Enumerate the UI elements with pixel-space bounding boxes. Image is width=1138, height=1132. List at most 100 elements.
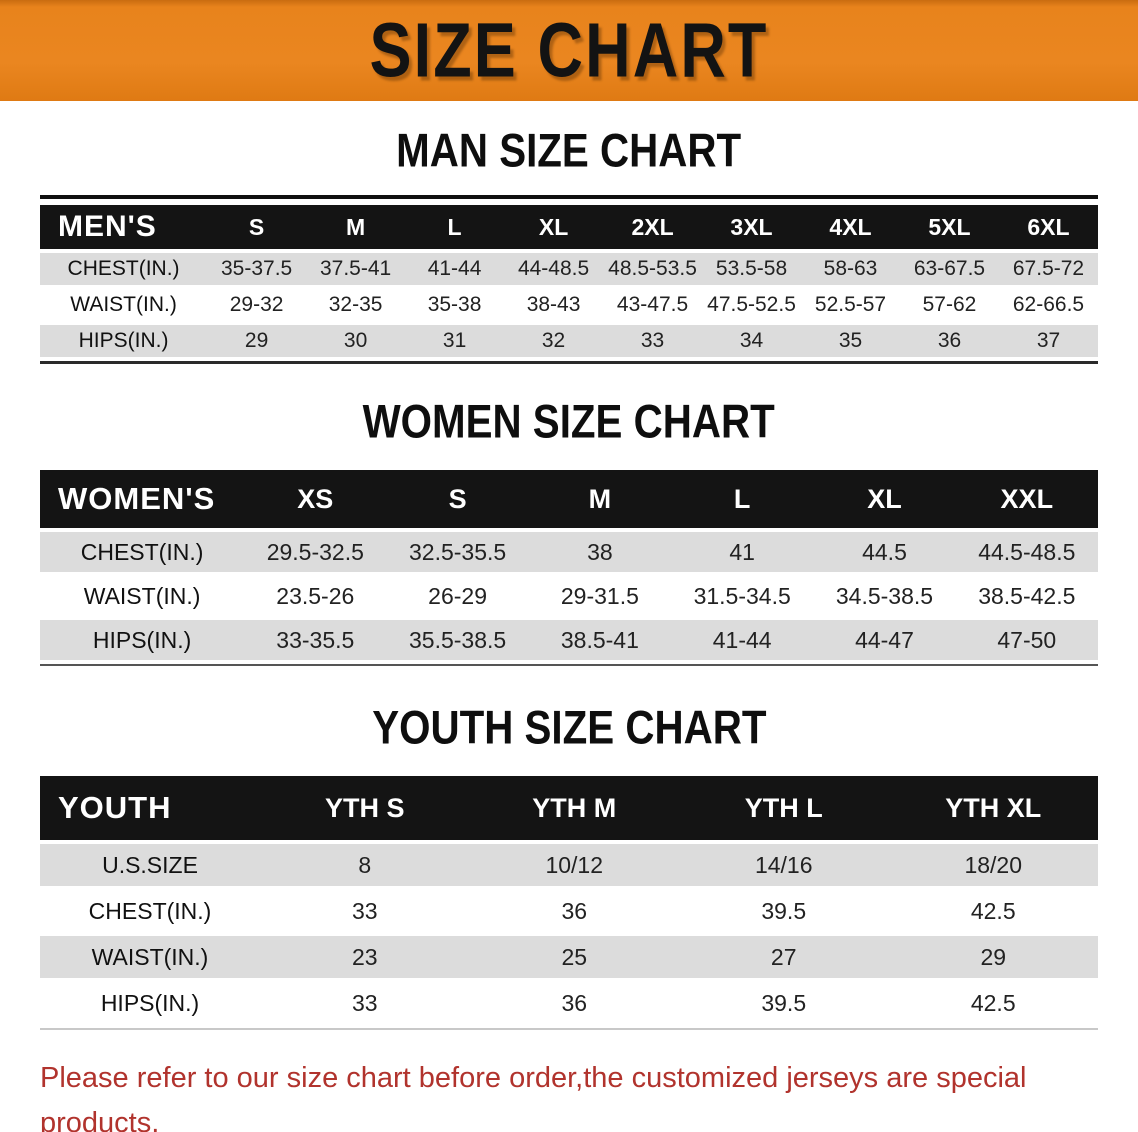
measure-value: 31 [442,329,467,352]
size-column-header: L [671,470,814,528]
measure-value: 44-48.5 [517,257,590,280]
measure-value: 48.5-53.5 [608,257,697,280]
measure-row: WAIST(IN.) 23 25 27 29 [40,936,1098,978]
measure-row: HIPS(IN.) 29 30 31 32 33 34 35 36 37 [40,325,1098,357]
size-column-header: 3XL [702,205,802,249]
measure-value: 53.5-58 [715,257,788,280]
group-label: MEN'S [40,205,208,249]
size-header-row: WOMEN'S XS S M L XL XXL [40,470,1098,528]
measure-value: 57-62 [922,293,977,316]
banner: SIZE CHART [0,0,1138,101]
size-column-header: S [386,470,529,528]
section-youth: YOUTH SIZE CHART YOUTH YTH S YTH M YTH L YTH… [0,666,1138,1030]
measure-value: 62-66.5 [1012,293,1085,316]
measure-value: 47-50 [997,626,1057,653]
measure-value: 29.5-32.5 [266,538,364,565]
row-label: WAIST(IN.) [83,582,201,609]
women-section-heading-text: WOMEN SIZE CHART [362,395,776,448]
measure-value: 39.5 [761,897,807,924]
measure-row: CHEST(IN.) 29.5-32.5 32.5-35.5 38 41 44.5 44.5… [40,532,1098,572]
measure-value: 35 [838,329,863,352]
measure-value: 33 [351,989,378,1016]
measure-row: HIPS(IN.) 33-35.5 35.5-38.5 38.5-41 41-44 44-… [40,620,1098,660]
measure-value: 38.5-42.5 [978,582,1076,609]
measure-value: 38-43 [526,293,581,316]
measure-row: U.S.SIZE 8 10/12 14/16 18/20 [40,844,1098,886]
size-column-header: YTH L [678,776,889,840]
measure-value: 36 [937,329,962,352]
size-column-header: XXL [955,470,1098,528]
measure-value: 34.5-38.5 [835,582,934,609]
measure-value: 37.5-41 [319,257,392,280]
youth-table-wrap: YOUTH YTH S YTH M YTH L YTH XL U.S.SIZE 8 10/12… [40,772,1098,1030]
measure-value: 25 [561,943,588,970]
measure-value: 33 [351,897,378,924]
disclaimer: Please refer to our size chart before or… [40,1056,1098,1132]
measure-value: 67.5-72 [1012,257,1085,280]
youth-section-heading: YOUTH SIZE CHART [0,666,1138,772]
row-label: WAIST(IN.) [70,293,177,316]
measure-value: 30 [343,329,368,352]
measure-value: 42.5 [970,989,1016,1016]
women-table-wrap: WOMEN'S XS S M L XL XXL CHEST(IN.) 29.5-32.5 32.5… [40,466,1098,666]
measure-row: WAIST(IN.) 23.5-26 26-29 29-31.5 31.5-34.5 34… [40,576,1098,616]
size-column-header: M [528,470,672,528]
men-table-wrap: MEN'S S M L XL 2XL 3XL 4XL 5XL 6XL CHEST(IN.) 35-37… [40,195,1098,364]
measure-value: 36 [561,989,588,1016]
measure-value: 44-47 [855,626,914,653]
disclaimer-line-1: Please refer to our size chart before or… [40,1062,1027,1132]
measure-value: 44.5 [862,538,907,565]
size-column-header: YTH S [260,776,470,840]
size-column-header: 2XL [603,205,703,249]
women-section-heading: WOMEN SIZE CHART [0,364,1138,466]
banner-title: SIZE CHART [369,7,769,94]
size-column-header: YTH M [469,776,679,840]
measure-value: 58-63 [823,257,878,280]
row-label: HIPS(IN.) [78,329,169,352]
measure-value: 14/16 [754,851,813,878]
measure-value: 63-67.5 [913,257,986,280]
men-size-table: MEN'S S M L XL 2XL 3XL 4XL 5XL 6XL CHEST(IN.) 35-37… [40,201,1098,361]
measure-value: 29-32 [229,293,284,316]
measure-value: 36 [561,897,588,924]
measure-row: CHEST(IN.) 35-37.5 37.5-41 41-44 44-48.5 48.5… [40,253,1098,285]
row-label: WAIST(IN.) [91,943,209,970]
measure-value: 23 [351,943,378,970]
size-column-header: YTH XL [888,776,1098,840]
measure-row: HIPS(IN.) 33 36 39.5 42.5 [40,982,1098,1024]
measure-value: 29 [244,329,269,352]
size-header-row: MEN'S S M L XL 2XL 3XL 4XL 5XL 6XL [40,205,1098,249]
measure-value: 33 [640,329,665,352]
size-column-header: L [405,205,505,249]
size-column-header: XL [813,470,956,528]
measure-value: 26-29 [428,582,487,609]
measure-row: CHEST(IN.) 33 36 39.5 42.5 [40,890,1098,932]
measure-value: 27 [770,943,797,970]
row-label: CHEST(IN.) [80,538,204,565]
measure-value: 41-44 [427,257,482,280]
group-label: YOUTH [40,776,261,840]
measure-value: 39.5 [761,989,807,1016]
group-label: WOMEN'S [40,470,245,528]
measure-value: 37 [1036,329,1061,352]
youth-size-table: YOUTH YTH S YTH M YTH L YTH XL U.S.SIZE 8 10/12… [40,772,1098,1028]
measure-value: 35-37.5 [220,257,293,280]
measure-value: 47.5-52.5 [707,293,796,316]
row-label: HIPS(IN.) [100,989,200,1016]
size-header-row: YOUTH YTH S YTH M YTH L YTH XL [40,776,1098,840]
measure-value: 41 [729,538,755,565]
measure-value: 18/20 [964,851,1023,878]
measure-value: 35.5-38.5 [408,626,507,653]
measure-value: 8 [358,851,372,878]
measure-value: 29-31.5 [560,582,639,609]
men-section-heading-text: MAN SIZE CHART [396,124,742,177]
measure-value: 42.5 [970,897,1016,924]
measure-value: 41-44 [712,626,772,653]
youth-section-heading-text: YOUTH SIZE CHART [371,701,767,754]
measure-value: 43-47.5 [616,293,689,316]
size-column-header: 6XL [998,205,1098,249]
measure-value: 44.5-48.5 [978,538,1076,565]
measure-value: 32.5-35.5 [408,538,507,565]
size-column-header: XS [244,470,387,528]
